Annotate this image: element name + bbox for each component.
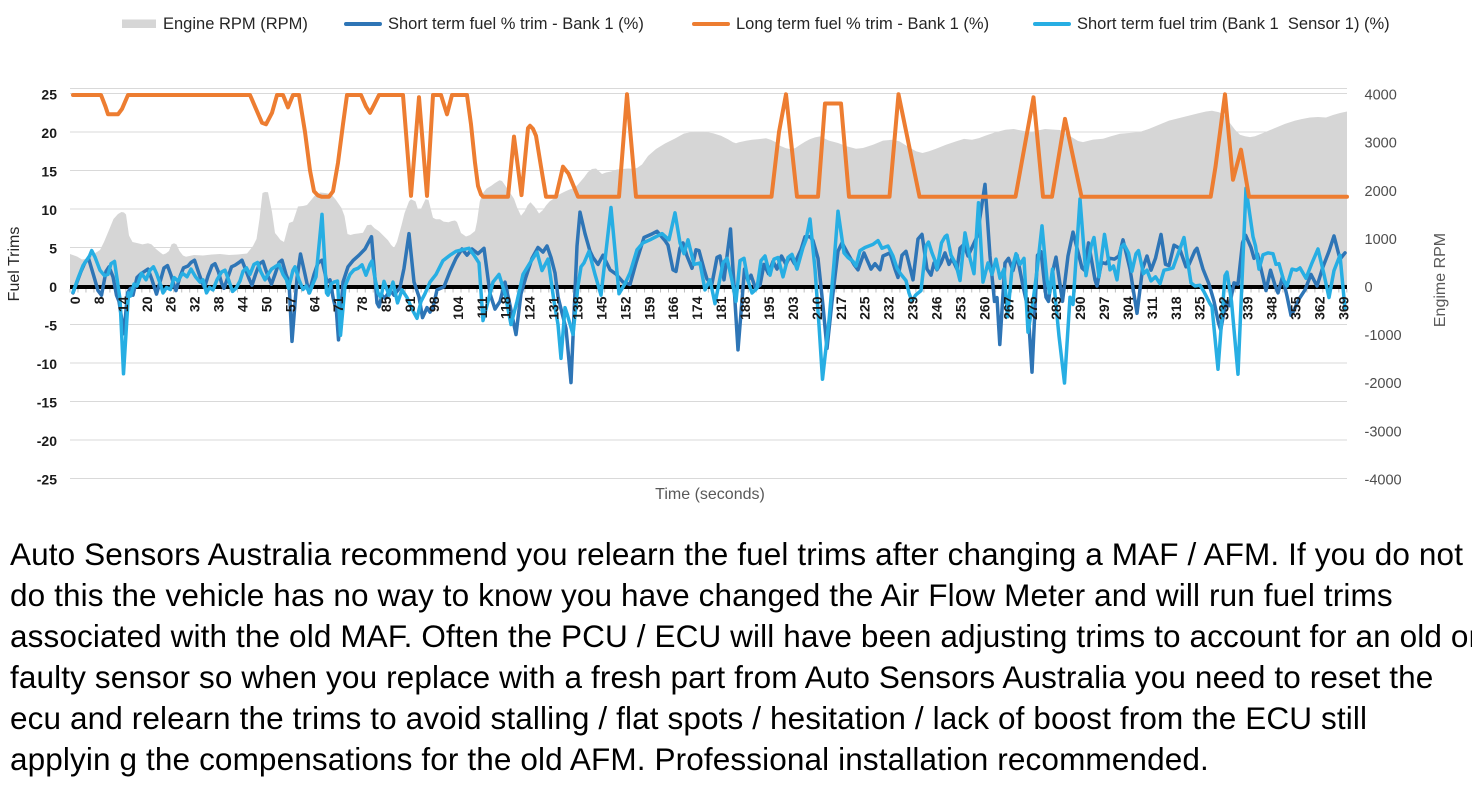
- svg-text:332: 332: [1216, 296, 1232, 320]
- svg-text:111: 111: [474, 296, 490, 318]
- svg-text:311: 311: [1144, 296, 1160, 319]
- svg-text:-4000: -4000: [1365, 473, 1402, 489]
- svg-text:98: 98: [426, 296, 442, 312]
- svg-text:283: 283: [1048, 296, 1064, 320]
- svg-text:217: 217: [833, 296, 849, 320]
- svg-text:5: 5: [49, 241, 57, 257]
- svg-text:260: 260: [976, 296, 992, 320]
- svg-text:225: 225: [857, 296, 873, 320]
- svg-text:0: 0: [67, 296, 83, 304]
- svg-text:203: 203: [785, 296, 801, 320]
- svg-text:-3000: -3000: [1365, 424, 1402, 440]
- svg-text:-5: -5: [45, 318, 58, 334]
- svg-text:26: 26: [163, 296, 179, 312]
- svg-text:195: 195: [761, 296, 777, 320]
- svg-text:297: 297: [1096, 296, 1112, 320]
- svg-text:290: 290: [1072, 296, 1088, 320]
- svg-text:159: 159: [641, 296, 657, 320]
- svg-text:118: 118: [498, 296, 514, 319]
- svg-text:8: 8: [91, 296, 107, 304]
- svg-text:25: 25: [41, 87, 57, 103]
- svg-text:318: 318: [1168, 296, 1184, 320]
- svg-text:71: 71: [330, 296, 346, 312]
- svg-text:232: 232: [881, 296, 897, 320]
- svg-text:78: 78: [354, 296, 370, 312]
- svg-text:348: 348: [1264, 296, 1280, 320]
- svg-text:-25: -25: [37, 472, 57, 488]
- svg-text:181: 181: [713, 296, 729, 320]
- svg-text:138: 138: [570, 296, 586, 320]
- svg-text:246: 246: [929, 296, 945, 320]
- svg-text:Long term fuel % trim - Bank 1: Long term fuel % trim - Bank 1 (%): [736, 15, 989, 33]
- svg-text:-15: -15: [37, 395, 57, 411]
- svg-text:0: 0: [1365, 280, 1373, 296]
- svg-text:267: 267: [1000, 296, 1016, 320]
- svg-text:188: 188: [737, 296, 753, 320]
- svg-text:64: 64: [306, 296, 322, 312]
- svg-text:14: 14: [115, 296, 131, 312]
- svg-text:32: 32: [187, 296, 203, 312]
- svg-text:4000: 4000: [1365, 88, 1397, 104]
- svg-text:369: 369: [1335, 296, 1351, 320]
- svg-text:10: 10: [41, 202, 57, 218]
- svg-text:2000: 2000: [1365, 184, 1397, 200]
- svg-text:50: 50: [258, 296, 274, 312]
- svg-text:Short term fuel % trim - Bank: Short term fuel % trim - Bank 1 (%): [388, 15, 644, 33]
- svg-text:339: 339: [1240, 296, 1256, 320]
- svg-text:15: 15: [41, 164, 57, 180]
- svg-text:210: 210: [809, 296, 825, 320]
- svg-text:3000: 3000: [1365, 136, 1397, 152]
- svg-text:Time (seconds): Time (seconds): [655, 486, 765, 503]
- svg-text:20: 20: [41, 125, 57, 141]
- svg-text:145: 145: [594, 296, 610, 320]
- svg-text:174: 174: [689, 296, 705, 320]
- svg-text:0: 0: [49, 279, 57, 295]
- svg-text:Engine RPM (RPM): Engine RPM (RPM): [163, 15, 308, 33]
- svg-text:253: 253: [952, 296, 968, 320]
- svg-text:152: 152: [617, 296, 633, 320]
- svg-text:-20: -20: [37, 433, 57, 449]
- svg-text:Fuel Trims: Fuel Trims: [6, 227, 23, 302]
- svg-text:325: 325: [1192, 296, 1208, 320]
- svg-text:239: 239: [905, 296, 921, 320]
- svg-text:-10: -10: [37, 356, 57, 372]
- svg-text:1000: 1000: [1365, 232, 1397, 248]
- svg-text:Engime RPM: Engime RPM: [1432, 233, 1449, 327]
- svg-text:355: 355: [1287, 296, 1303, 320]
- svg-text:131: 131: [546, 296, 562, 320]
- svg-text:85: 85: [378, 296, 394, 312]
- svg-text:91: 91: [402, 296, 418, 312]
- svg-text:57: 57: [282, 296, 298, 312]
- svg-text:362: 362: [1311, 296, 1327, 320]
- svg-text:20: 20: [139, 296, 155, 312]
- svg-text:275: 275: [1024, 296, 1040, 320]
- svg-text:Short term fuel trim (Bank 1: Short term fuel trim (Bank 1 Sensor 1) (…: [1077, 15, 1390, 33]
- svg-text:-1000: -1000: [1365, 328, 1402, 344]
- svg-text:-2000: -2000: [1365, 376, 1402, 392]
- svg-text:38: 38: [211, 296, 227, 312]
- svg-text:124: 124: [522, 296, 538, 320]
- svg-text:304: 304: [1120, 296, 1136, 320]
- svg-text:166: 166: [665, 296, 681, 320]
- svg-text:44: 44: [235, 296, 251, 312]
- svg-text:104: 104: [450, 296, 466, 320]
